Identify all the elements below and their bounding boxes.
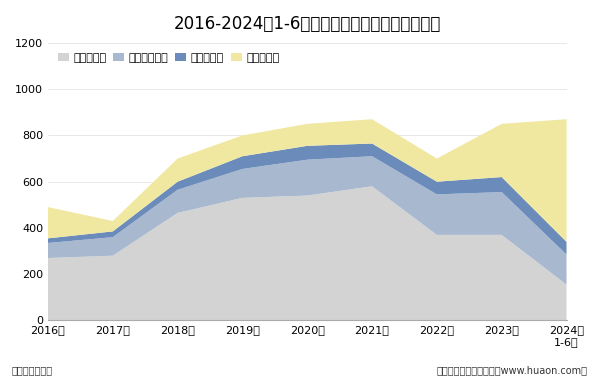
Text: 制图：华经产业研究院（www.huaon.com）: 制图：华经产业研究院（www.huaon.com） xyxy=(436,365,587,375)
Text: 单位：亿千瓦时: 单位：亿千瓦时 xyxy=(12,365,53,375)
Title: 2016-2024年1-6月青海省各发电类型发电量统计: 2016-2024年1-6月青海省各发电类型发电量统计 xyxy=(174,15,441,33)
Legend: 水力发电量, 太阳能发电量, 风力发电量, 火力发电量: 水力发电量, 太阳能发电量, 风力发电量, 火力发电量 xyxy=(53,48,284,67)
